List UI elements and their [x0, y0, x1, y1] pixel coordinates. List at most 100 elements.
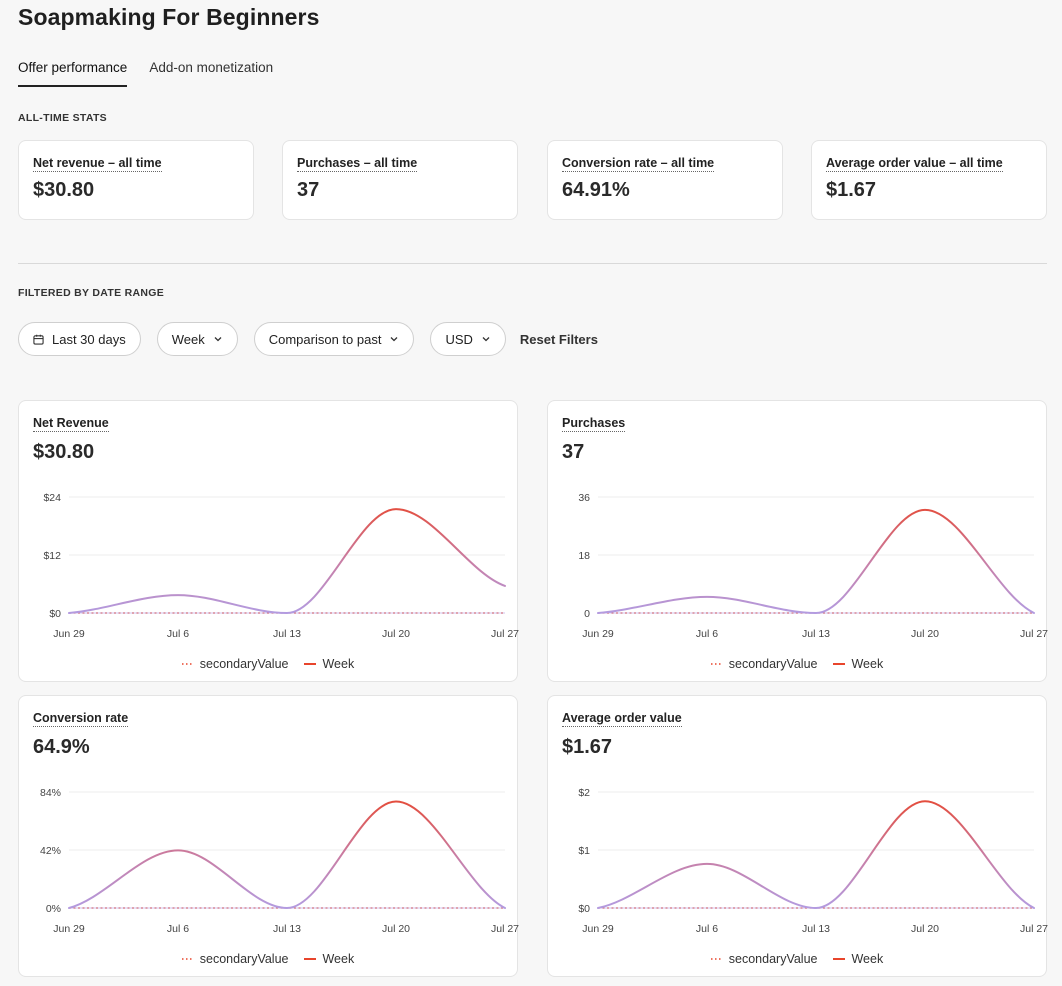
- data-point-week[interactable]: [393, 799, 399, 805]
- interval-label: Week: [171, 331, 205, 347]
- stat-label[interactable]: Purchases – all time: [297, 156, 418, 172]
- y-tick-label: $0: [578, 903, 590, 915]
- x-tick-label: Jul 6: [167, 923, 189, 935]
- x-tick-label: Jul 27: [1020, 628, 1048, 640]
- data-point-week[interactable]: [66, 905, 72, 911]
- filter-bar: Last 30 days Week Comparison to past USD…: [18, 322, 598, 356]
- data-point-week[interactable]: [922, 798, 928, 804]
- x-tick-label: Jul 13: [802, 923, 830, 935]
- chart-headline-value: $1.67: [562, 736, 613, 758]
- calendar-icon: [33, 334, 44, 345]
- data-point-week[interactable]: [502, 583, 508, 589]
- chart-title[interactable]: Purchases: [562, 416, 626, 432]
- stat-label[interactable]: Average order value – all time: [826, 156, 1003, 172]
- legend-item-week[interactable]: Week: [833, 952, 883, 966]
- data-point-week[interactable]: [175, 847, 181, 853]
- comparison-dropdown[interactable]: Comparison to past: [253, 322, 415, 356]
- data-point-week[interactable]: [1031, 610, 1037, 616]
- data-point-week[interactable]: [175, 592, 181, 598]
- y-tick-label: $1: [578, 845, 590, 857]
- solid-line-swatch: [304, 958, 317, 960]
- chart-headline-value: 64.9%: [33, 736, 90, 758]
- x-tick-label: Jul 20: [911, 923, 939, 935]
- chart-legend: secondaryValue Week: [548, 952, 1046, 966]
- x-tick-label: Jul 20: [382, 628, 410, 640]
- y-tick-label: $0: [49, 608, 61, 620]
- data-point-week[interactable]: [502, 905, 508, 911]
- solid-line-swatch: [833, 663, 846, 665]
- legend-item-week[interactable]: Week: [304, 657, 354, 671]
- all-time-section-label: ALL-TIME STATS: [18, 112, 107, 124]
- chart-headline-value: 37: [562, 441, 585, 463]
- currency-label: USD: [445, 331, 473, 347]
- chart-legend: secondaryValue Week: [548, 657, 1046, 671]
- y-tick-label: 18: [578, 550, 590, 562]
- stat-value: $1.67: [826, 179, 877, 201]
- series-line-week[interactable]: [597, 800, 1035, 910]
- legend-label: secondaryValue: [728, 657, 818, 671]
- y-tick-label: $2: [578, 787, 590, 799]
- data-point-week[interactable]: [284, 610, 290, 616]
- x-tick-label: Jul 6: [696, 923, 718, 935]
- x-tick-label: Jul 27: [491, 628, 519, 640]
- dotted-line-swatch: [181, 663, 194, 665]
- chevron-down-icon: [214, 337, 222, 342]
- legend-item-secondary[interactable]: secondaryValue: [181, 952, 289, 966]
- chart-card-average-order-value: Average order value $1.67 $0 $1 $2 Jun 29 Ju…: [547, 695, 1048, 977]
- filtered-section-label: FILTERED BY DATE RANGE: [18, 287, 165, 299]
- data-point-week[interactable]: [704, 594, 710, 600]
- chart-legend: secondaryValue Week: [19, 657, 517, 671]
- legend-label: Week: [851, 952, 884, 966]
- chart-title[interactable]: Average order value: [562, 711, 682, 727]
- stat-label[interactable]: Net revenue – all time: [33, 156, 162, 172]
- y-tick-label: 36: [578, 492, 590, 504]
- legend-label: Week: [851, 657, 884, 671]
- data-point-week[interactable]: [1031, 905, 1037, 911]
- data-point-week[interactable]: [704, 861, 710, 867]
- interval-dropdown[interactable]: Week: [156, 322, 238, 356]
- x-tick-label: Jul 13: [273, 923, 301, 935]
- dotted-line-swatch: [181, 958, 194, 960]
- legend-label: secondaryValue: [199, 952, 289, 966]
- tab-add-on-monetization[interactable]: Add-on monetization: [149, 60, 274, 75]
- tab-offer-performance[interactable]: Offer performance: [18, 60, 128, 87]
- series-line-week[interactable]: [68, 800, 506, 910]
- date-range-button[interactable]: Last 30 days: [18, 322, 141, 356]
- currency-dropdown[interactable]: USD: [430, 322, 506, 356]
- y-tick-label: $24: [43, 492, 61, 504]
- legend-label: Week: [322, 657, 355, 671]
- legend-item-week[interactable]: Week: [304, 952, 354, 966]
- data-point-week[interactable]: [922, 507, 928, 513]
- series-line-week[interactable]: [597, 508, 1035, 615]
- legend-item-secondary[interactable]: secondaryValue: [710, 952, 817, 966]
- data-point-week[interactable]: [595, 610, 601, 616]
- chart-title[interactable]: Net Revenue: [33, 416, 109, 432]
- line-chart: $0 $1 $2 Jun 29 Jul 6 Jul 13 Jul 20 Jul 27: [578, 787, 1048, 935]
- data-point-week[interactable]: [284, 905, 290, 911]
- data-point-week[interactable]: [66, 610, 72, 616]
- chevron-down-icon: [390, 337, 398, 342]
- legend-item-secondary[interactable]: secondaryValue: [181, 657, 288, 671]
- stat-card-purchases: Purchases – all time 37: [282, 140, 518, 220]
- reset-filters-button[interactable]: Reset Filters: [519, 331, 598, 347]
- chart-legend: secondaryValue Week: [19, 952, 517, 966]
- tab-bar: Offer performance Add-on monetization: [18, 60, 273, 87]
- x-tick-label: Jun 29: [582, 923, 614, 935]
- stat-label[interactable]: Conversion rate – all time: [562, 156, 715, 172]
- stat-value: 64.91%: [562, 179, 630, 201]
- stat-card-average-order-value: Average order value – all time $1.67: [811, 140, 1047, 220]
- series-line-week[interactable]: [68, 508, 506, 615]
- x-tick-label: Jun 29: [582, 628, 614, 640]
- data-point-week[interactable]: [813, 905, 819, 911]
- data-point-week[interactable]: [813, 610, 819, 616]
- data-point-week[interactable]: [595, 905, 601, 911]
- x-tick-label: Jul 20: [911, 628, 939, 640]
- legend-item-secondary[interactable]: secondaryValue: [710, 657, 818, 671]
- chart-headline-value: $30.80: [33, 441, 95, 463]
- y-tick-label: $12: [43, 550, 61, 562]
- data-point-week[interactable]: [393, 506, 399, 512]
- legend-item-week[interactable]: Week: [833, 657, 883, 671]
- comparison-label: Comparison to past: [268, 331, 382, 347]
- x-tick-label: Jul 13: [802, 628, 830, 640]
- chart-title[interactable]: Conversion rate: [33, 711, 129, 727]
